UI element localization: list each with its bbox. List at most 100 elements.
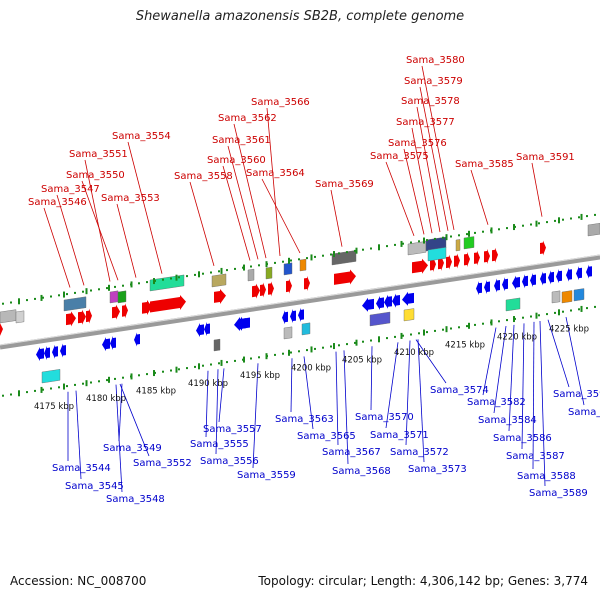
forward-gene-arrow (286, 278, 292, 294)
bottom-gene-label: Sama_3582 (467, 397, 526, 408)
reverse-gene-arrow (36, 347, 44, 361)
ruler-ticks (2, 213, 596, 397)
lower-dot (114, 377, 116, 380)
lower-dot (586, 307, 588, 310)
lower-dot (442, 328, 444, 331)
upper-dot (578, 216, 580, 219)
lower-tick (288, 349, 290, 356)
upper-dot (114, 285, 116, 288)
upper-tick (423, 237, 425, 244)
feature-box (427, 247, 447, 262)
reverse-gene-arrow (110, 336, 116, 351)
reverse-gene-arrow (362, 297, 374, 312)
lower-dot (202, 364, 204, 367)
upper-dot (394, 243, 396, 246)
reverse-gene-arrow (60, 343, 66, 358)
top-gene-label: Sama_3591 (516, 152, 575, 163)
upper-dot (234, 267, 236, 270)
bottom-gene-label: Sama_3586 (493, 433, 552, 444)
reverse-gene-arrow (204, 321, 210, 336)
forward-gene-arrow (86, 308, 92, 324)
lower-dot (106, 379, 108, 382)
lower-dot (506, 319, 508, 322)
upper-dot (10, 301, 12, 304)
top-connector (403, 148, 425, 235)
upper-dot (146, 281, 148, 284)
upper-dot (58, 294, 60, 297)
upper-dot (562, 218, 564, 221)
top-gene-label: Sama_3553 (101, 193, 160, 204)
lower-dot (34, 389, 36, 392)
forward-gene-arrow (252, 283, 260, 299)
reverse-gene-arrow (290, 309, 296, 324)
lower-dot (394, 335, 396, 338)
lower-dot (570, 309, 572, 312)
top-connector (266, 107, 281, 257)
reverse-gene-arrow (196, 323, 204, 337)
reverse-gene-arrow (484, 279, 490, 294)
lower-dot (562, 310, 564, 313)
lower-dot (450, 327, 452, 330)
feature-box (41, 369, 61, 384)
upper-tick (468, 230, 470, 237)
ruler-label: 4175 kbp (34, 402, 74, 412)
forward-gene-arrow (66, 311, 76, 327)
top-connector (421, 65, 455, 230)
feature-box (63, 296, 87, 312)
bottom-gene-label: Sama_3572 (390, 447, 449, 458)
lower-dot (482, 322, 484, 325)
upper-tick (513, 224, 515, 231)
upper-dot (194, 273, 196, 276)
bottom-connector (290, 358, 293, 413)
lower-dot (554, 311, 556, 314)
upper-tick (18, 298, 20, 305)
upper-tick (220, 267, 223, 274)
lower-dot (250, 357, 252, 360)
reverse-gene-arrow (102, 337, 110, 352)
top-connector (233, 123, 267, 259)
lower-dot (170, 369, 172, 372)
lower-dot (138, 374, 140, 377)
feature-box (331, 250, 357, 266)
forward-gene-arrow (438, 255, 444, 271)
upper-dot (386, 245, 388, 248)
upper-dot (434, 237, 436, 240)
upper-dot (450, 235, 452, 238)
upper-dot (90, 289, 92, 292)
lower-dot (338, 344, 340, 347)
top-gene-label: Sama_3579 (404, 76, 463, 87)
reverse-gene-arrow (512, 275, 520, 290)
feature-box (109, 290, 119, 304)
upper-tick (333, 251, 335, 258)
bottom-gene-label: Sama_3565 (297, 431, 356, 442)
bottom-connector (370, 346, 373, 411)
bottom-connector (539, 320, 546, 487)
lower-tick (445, 326, 448, 333)
lower-tick (63, 383, 65, 390)
lower-dot (546, 313, 548, 316)
bottom-connector (75, 390, 82, 480)
upper-tick (175, 274, 178, 281)
upper-dot (82, 290, 84, 293)
upper-tick (288, 257, 290, 264)
reverse-gene-arrow (566, 267, 572, 282)
top-gene-label: Sama_3578 (401, 96, 460, 107)
reverse-gene-arrow (44, 345, 50, 360)
lower-dot (330, 345, 332, 348)
top-gene-label: Sama_3577 (396, 117, 455, 128)
feature-box (247, 268, 255, 282)
upper-dot (314, 255, 316, 258)
upper-dot (42, 296, 44, 299)
bottom-gene-label: Sama_3573 (408, 464, 467, 475)
upper-tick (310, 254, 313, 261)
bottom-connector (215, 369, 219, 455)
upper-dot (282, 260, 284, 263)
ruler-label: 4200 kbp (291, 363, 331, 373)
upper-dot (482, 230, 484, 233)
forward-gene-arrow (454, 253, 460, 269)
upper-dot (66, 293, 68, 296)
feature-box (573, 288, 585, 302)
forward-gene-arrow (122, 303, 128, 319)
top-connector (330, 189, 343, 247)
forward-gene-arrow (150, 295, 186, 313)
